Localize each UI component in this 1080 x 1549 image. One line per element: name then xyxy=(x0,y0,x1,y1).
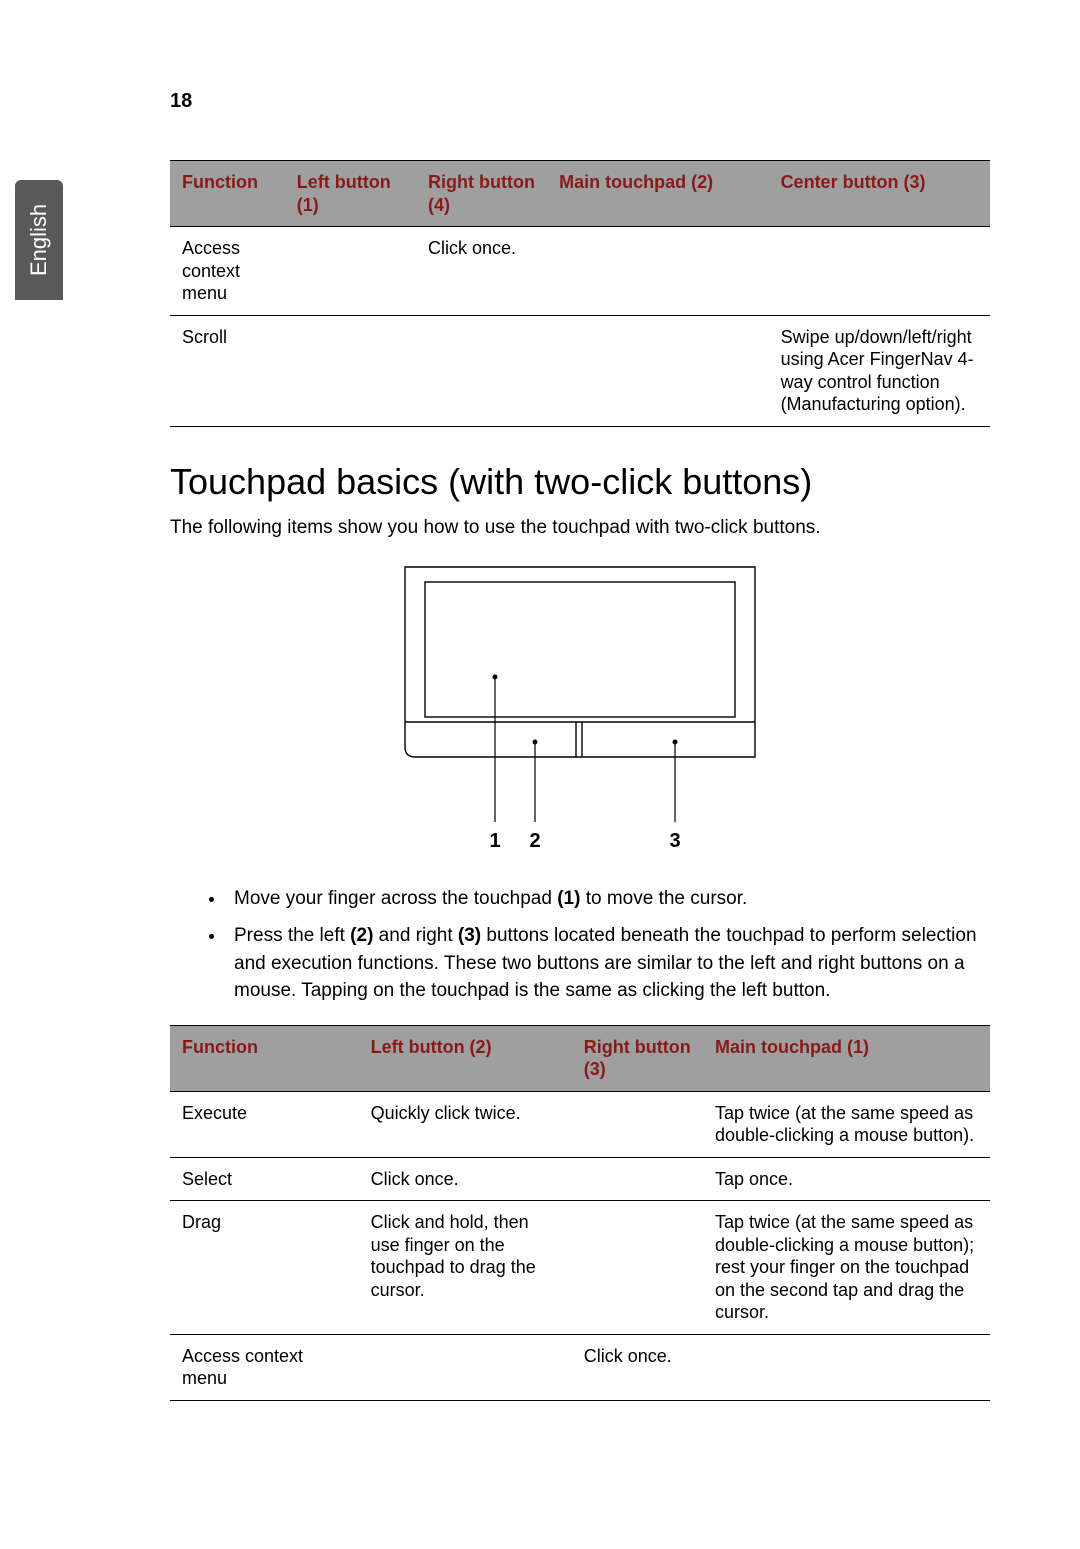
list-item: Move your finger across the touchpad (1)… xyxy=(226,885,990,913)
page-number: 18 xyxy=(170,90,192,113)
cell-function: Access context menu xyxy=(170,1334,359,1400)
cell-function: Select xyxy=(170,1157,359,1201)
cell-right xyxy=(572,1201,703,1335)
table-header-row: Function Left button (1) Right button (4… xyxy=(170,161,990,227)
th-left-button: Left button (1) xyxy=(285,161,416,227)
list-item: Press the left (2) and right (3) buttons… xyxy=(226,922,990,1005)
th-left-button: Left button (2) xyxy=(359,1025,572,1091)
table-row: Scroll Swipe up/down/left/right using Ac… xyxy=(170,315,990,426)
cell-right xyxy=(572,1157,703,1201)
diagram-label-2: 2 xyxy=(529,830,540,852)
section-heading: Touchpad basics (with two-click buttons) xyxy=(170,461,990,503)
cell-function: Scroll xyxy=(170,315,285,426)
cell-left xyxy=(285,315,416,426)
bullet-text: to move the cursor. xyxy=(580,888,747,909)
th-function: Function xyxy=(170,1025,359,1091)
th-right-button: Right button (3) xyxy=(572,1025,703,1091)
cell-main: Tap twice (at the same speed as double-c… xyxy=(703,1201,990,1335)
th-main-touchpad: Main touchpad (1) xyxy=(703,1025,990,1091)
table-row: Access context menu Click once. xyxy=(170,227,990,316)
th-center-button: Center button (3) xyxy=(769,161,990,227)
diagram-label-3: 3 xyxy=(669,830,680,852)
touchpad-multi-button-table: Function Left button (1) Right button (4… xyxy=(170,160,990,427)
page-content: Function Left button (1) Right button (4… xyxy=(170,160,990,1401)
th-main-touchpad: Main touchpad (2) xyxy=(547,161,768,227)
table-header-row: Function Left button (2) Right button (3… xyxy=(170,1025,990,1091)
cell-left: Click and hold, then use finger on the t… xyxy=(359,1201,572,1335)
touchpad-two-click-table: Function Left button (2) Right button (3… xyxy=(170,1025,990,1401)
cell-main: Tap once. xyxy=(703,1157,990,1201)
cell-left: Quickly click twice. xyxy=(359,1091,572,1157)
th-right-button: Right button (4) xyxy=(416,161,547,227)
language-tab: English xyxy=(15,180,63,300)
cell-left xyxy=(359,1334,572,1400)
cell-left: Click once. xyxy=(359,1157,572,1201)
instruction-list: Move your finger across the touchpad (1)… xyxy=(170,885,990,1005)
bullet-text: Press the left xyxy=(234,925,350,946)
bullet-text: and right xyxy=(373,925,458,946)
touchpad-diagram: 1 2 3 xyxy=(395,557,765,867)
intro-text: The following items show you how to use … xyxy=(170,517,990,539)
bullet-bold: (1) xyxy=(557,888,580,909)
th-function: Function xyxy=(170,161,285,227)
table-row: Execute Quickly click twice. Tap twice (… xyxy=(170,1091,990,1157)
cell-main xyxy=(547,227,768,316)
cell-function: Drag xyxy=(170,1201,359,1335)
cell-function: Execute xyxy=(170,1091,359,1157)
cell-right xyxy=(416,315,547,426)
bullet-bold: (3) xyxy=(458,925,481,946)
cell-right: Click once. xyxy=(416,227,547,316)
cell-main: Tap twice (at the same speed as double-c… xyxy=(703,1091,990,1157)
cell-left xyxy=(285,227,416,316)
cell-center xyxy=(769,227,990,316)
cell-main xyxy=(547,315,768,426)
bullet-bold: (2) xyxy=(350,925,373,946)
diagram-label-1: 1 xyxy=(489,830,500,852)
cell-main xyxy=(703,1334,990,1400)
bullet-text: Move your finger across the touchpad xyxy=(234,888,557,909)
cell-right: Click once. xyxy=(572,1334,703,1400)
cell-center: Swipe up/down/left/right using Acer Fing… xyxy=(769,315,990,426)
table-row: Drag Click and hold, then use finger on … xyxy=(170,1201,990,1335)
table-row: Access context menu Click once. xyxy=(170,1334,990,1400)
cell-right xyxy=(572,1091,703,1157)
table-row: Select Click once. Tap once. xyxy=(170,1157,990,1201)
cell-function: Access context menu xyxy=(170,227,285,316)
